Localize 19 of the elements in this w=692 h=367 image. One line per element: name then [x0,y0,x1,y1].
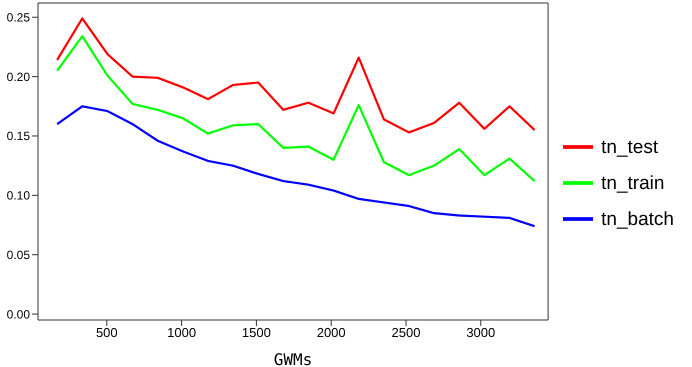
line-series [56,17,536,134]
y-tick-label: 0.05 [6,248,30,262]
x-tick-label: 3000 [466,325,496,340]
legend-label: tn_test [601,136,658,158]
legend-label: tn_batch [601,208,674,230]
x-tick-label: 1000 [167,325,196,340]
y-tick-label: 0.25 [6,10,30,25]
x-tick-label: 500 [96,325,118,340]
line-series [56,35,536,182]
x-tick-label: 1500 [242,325,271,340]
x-tick-label: 2500 [392,325,420,340]
y-tick-label: 0.00 [6,307,30,322]
y-tick-label: 0.10 [6,188,30,203]
line-series [56,105,536,228]
y-tick-label: 0.15 [6,129,30,144]
x-axis-title: GWMs [274,350,312,367]
y-tick-label: 0.20 [6,70,30,84]
x-tick-label: 2000 [316,325,346,340]
legend-label: tn_train [601,172,664,194]
